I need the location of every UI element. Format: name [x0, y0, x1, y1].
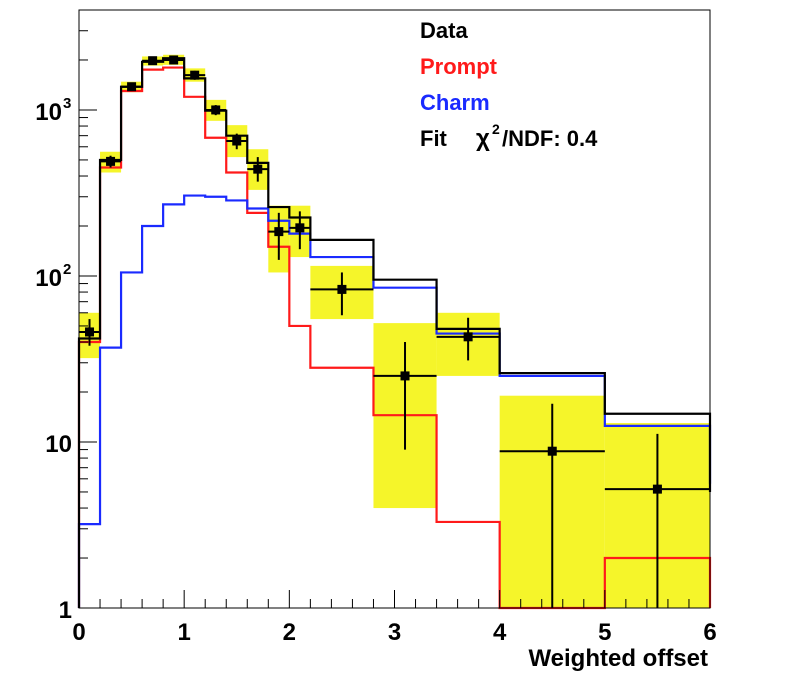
- data-marker-13: [463, 332, 473, 342]
- data-marker-8: [253, 164, 263, 174]
- data-marker-3: [148, 56, 158, 66]
- legend-fit: Fit: [420, 126, 448, 151]
- uncertainty-bands: [79, 54, 710, 608]
- x-tick-label-6: 6: [703, 619, 716, 646]
- data-marker-10: [295, 223, 305, 233]
- data-marker-15: [652, 484, 662, 494]
- x-tick-label-3: 3: [388, 619, 401, 646]
- y-tick-label: 10: [45, 431, 72, 458]
- legend-chi2-text: /NDF: 0.4: [502, 126, 598, 151]
- legend-charm: Charm: [420, 90, 490, 115]
- data-point-0: [79, 319, 101, 346]
- x-axis-label: Weighted offset: [528, 645, 708, 672]
- data-point-10: [289, 211, 311, 250]
- data-marker-14: [547, 446, 557, 456]
- data-marker-9: [274, 227, 284, 237]
- data-marker-11: [337, 284, 347, 294]
- x-tick-label-5: 5: [598, 619, 611, 646]
- data-point-12: [373, 342, 437, 450]
- axis-ticks: [78, 9, 711, 609]
- x-tick-label-2: 2: [283, 619, 296, 646]
- data-marker-6: [211, 105, 221, 115]
- data-point-9: [268, 212, 290, 260]
- legend-chi2-symbol: χ: [476, 125, 490, 152]
- data-point-13: [436, 317, 500, 361]
- data-point-15: [604, 433, 710, 608]
- data-points: [79, 55, 710, 608]
- data-point-4: [163, 55, 185, 65]
- x-tick-label-1: 1: [177, 619, 190, 646]
- data-point-2: [121, 82, 143, 92]
- legend-chi2-exponent: 2: [492, 121, 500, 137]
- data-point-8: [247, 157, 269, 182]
- data-marker-5: [190, 70, 200, 80]
- x-tick-label-4: 4: [493, 619, 507, 646]
- data-marker-1: [106, 156, 116, 166]
- data-point-11: [310, 272, 374, 316]
- data-point-7: [226, 133, 248, 150]
- y-tick-label-base: 10: [35, 265, 62, 292]
- data-point-1: [100, 155, 122, 168]
- data-point-6: [205, 105, 227, 116]
- data-point-3: [142, 56, 164, 66]
- legend-prompt: Prompt: [420, 54, 498, 79]
- data-marker-2: [127, 82, 137, 92]
- y-tick-label-exponent: 2: [63, 261, 71, 278]
- x-tick-label-0: 0: [72, 619, 85, 646]
- legend: Data Prompt Charm Fit χ 2 /NDF: 0.4: [420, 18, 598, 152]
- data-point-5: [184, 70, 206, 80]
- data-marker-4: [169, 55, 179, 65]
- data-point-14: [499, 403, 605, 608]
- data-marker-0: [85, 327, 95, 337]
- y-tick-label: 1: [59, 597, 72, 624]
- y-tick-label-exponent: 3: [63, 95, 71, 112]
- data-marker-7: [232, 136, 242, 146]
- y-tick-label-base: 10: [35, 99, 62, 126]
- legend-data: Data: [420, 18, 468, 43]
- data-marker-12: [400, 371, 410, 381]
